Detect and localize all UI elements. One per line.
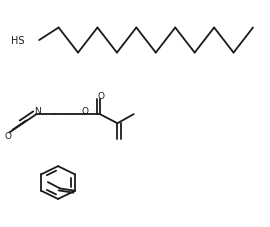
Text: O: O: [98, 91, 105, 100]
Text: HS: HS: [11, 36, 24, 46]
Text: O: O: [81, 106, 88, 115]
Text: O: O: [5, 131, 12, 140]
Text: N: N: [34, 106, 41, 115]
